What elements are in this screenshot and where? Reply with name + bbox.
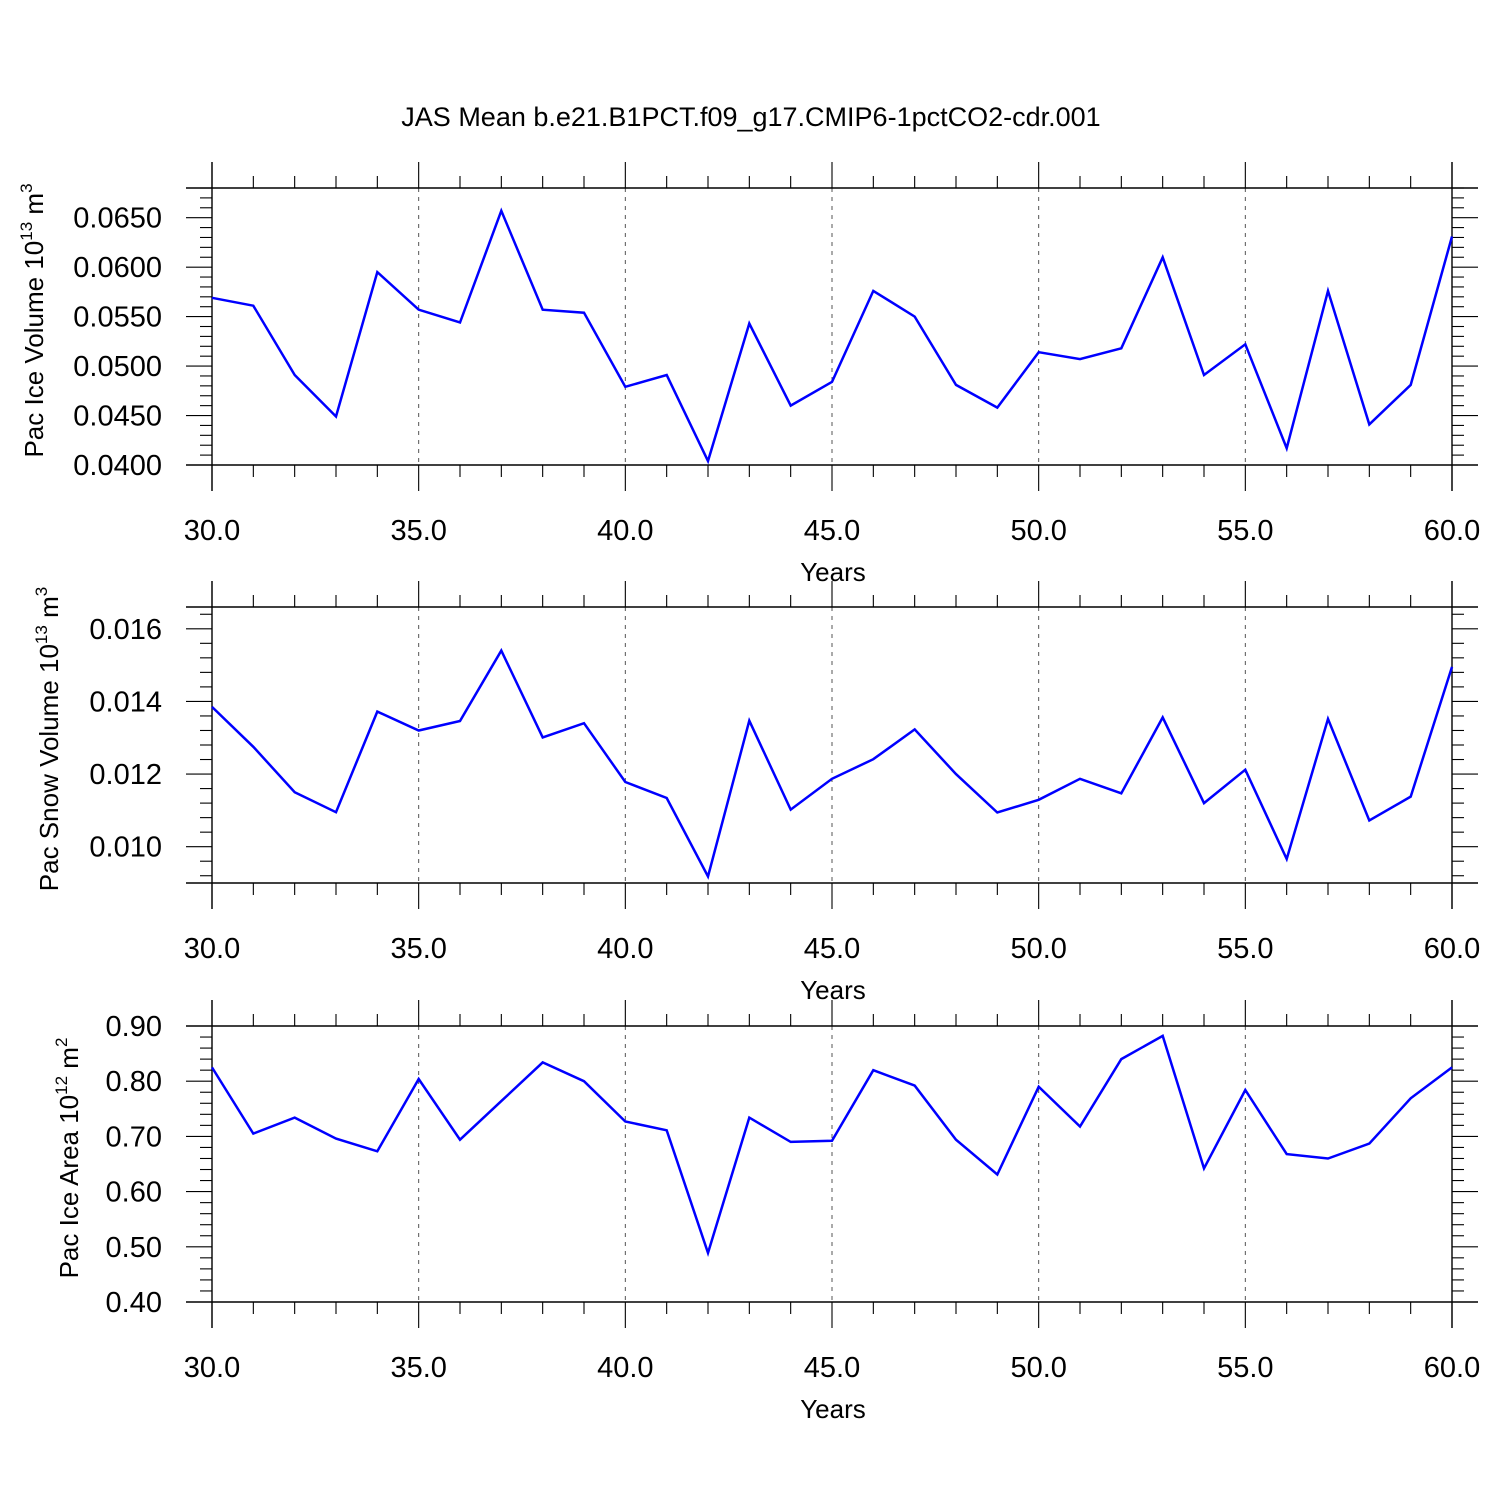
ice-volume-y-tick-label: 0.0500 (73, 351, 162, 383)
snow-volume-y-axis-label: Pac Snow Volume 1013 m3 (32, 587, 64, 891)
ice-area-y-axis-label: Pac Ice Area 1012 m2 (52, 1038, 84, 1279)
ice-area-x-tick-label: 60.0 (1424, 1352, 1480, 1384)
snow-volume-x-axis-label: Years (800, 975, 866, 1005)
panel-ice-volume: 30.0 35.0 40.0 45.0 50.0 55.0 60.0 0.0400 0.0450… (17, 162, 1480, 587)
snow-volume-y-tick-label: 0.016 (89, 614, 162, 646)
ice-area-series-line (210, 1034, 1453, 1257)
panels: 30.0 35.0 40.0 45.0 50.0 55.0 60.0 0.0400 0.0450… (17, 162, 1480, 1424)
ice-volume-x-tick-label: 55.0 (1217, 515, 1273, 547)
panel-snow-volume: 30.0 35.0 40.0 45.0 50.0 55.0 60.0 0.010 0.012 0.… (32, 581, 1480, 1005)
ice-area-y-tick-label: 0.60 (106, 1177, 162, 1209)
snow-volume-y-tick-label: 0.012 (89, 759, 162, 791)
ice-area-y-tick-label: 0.90 (106, 1011, 162, 1043)
snow-volume-x-tick-label: 30.0 (184, 933, 240, 965)
ice-volume-y-tick-label: 0.0550 (73, 302, 162, 334)
ice-volume-y-axis-label: Pac Ice Volume 1013 m3 (17, 183, 49, 457)
snow-volume-x-tick-label: 45.0 (804, 933, 860, 965)
snow-volume-y-tick-label: 0.014 (89, 686, 162, 718)
ice-area-x-axis-label: Years (800, 1394, 866, 1424)
panel-ice-area: 30.0 35.0 40.0 45.0 50.0 55.0 60.0 0.40 0.50 0.60… (52, 1000, 1480, 1424)
ice-volume-y-tick-label: 0.0650 (73, 203, 162, 235)
snow-volume-x-tick-label: 55.0 (1217, 933, 1273, 965)
ice-area-y-tick-label: 0.70 (106, 1121, 162, 1153)
ice-volume-x-tick-label: 40.0 (597, 515, 653, 547)
snow-volume-series-line (211, 647, 1454, 880)
ice-area-x-tick-label: 35.0 (390, 1352, 446, 1384)
ice-volume-x-tick-label: 60.0 (1424, 515, 1480, 547)
ice-area-x-tick-label: 50.0 (1010, 1352, 1066, 1384)
ice-volume-y-tick-label: 0.0400 (73, 450, 162, 482)
figure-title: JAS Mean b.e21.B1PCT.f09_g17.CMIP6-1pctC… (401, 102, 1100, 132)
ice-area-x-tick-label: 55.0 (1217, 1352, 1273, 1384)
ice-volume-y-tick-label: 0.0600 (73, 252, 162, 284)
ice-area-y-tick-label: 0.50 (106, 1232, 162, 1264)
snow-volume-y-tick-label: 0.010 (89, 832, 162, 864)
ice-area-y-tick-label: 0.80 (106, 1066, 162, 1098)
ice-area-x-tick-label: 45.0 (804, 1352, 860, 1384)
ice-area-x-tick-label: 40.0 (597, 1352, 653, 1384)
snow-volume-x-tick-label: 35.0 (390, 933, 446, 965)
ice-volume-x-tick-label: 45.0 (804, 515, 860, 547)
ice-volume-x-tick-label: 35.0 (390, 515, 446, 547)
ice-volume-x-tick-label: 30.0 (184, 515, 240, 547)
snow-volume-x-tick-label: 60.0 (1424, 933, 1480, 965)
snow-volume-x-tick-label: 50.0 (1010, 933, 1066, 965)
ice-volume-x-axis-label: Years (800, 557, 866, 587)
ice-area-y-tick-label: 0.40 (106, 1287, 162, 1319)
ice-area-x-tick-label: 30.0 (184, 1352, 240, 1384)
snow-volume-x-tick-label: 40.0 (597, 933, 653, 965)
ice-volume-y-tick-label: 0.0450 (73, 401, 162, 433)
ice-volume-x-tick-label: 50.0 (1010, 515, 1066, 547)
